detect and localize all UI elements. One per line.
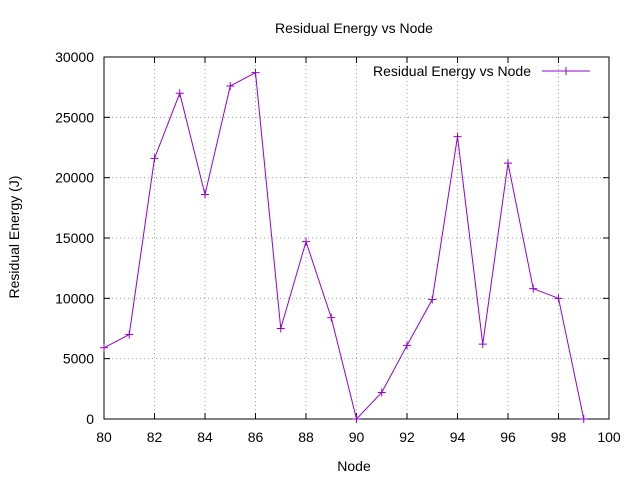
data-point-marker bbox=[554, 294, 563, 303]
data-point-marker bbox=[428, 295, 437, 304]
data-point-marker bbox=[377, 388, 386, 397]
data-point-marker bbox=[403, 341, 411, 350]
data-point-marker bbox=[352, 415, 361, 423]
data-point-marker bbox=[150, 154, 159, 163]
data-point-marker bbox=[478, 340, 487, 349]
axis-ticks: 80 82 84 86 88 90 92 94 96 98 100 0 5000 10000 15000 20… bbox=[55, 49, 621, 445]
y-tick-label: 20000 bbox=[55, 170, 94, 186]
x-tick-label: 84 bbox=[197, 429, 213, 445]
data-point-marker bbox=[201, 190, 209, 199]
y-tick-label: 25000 bbox=[55, 109, 94, 125]
chart-title: Residual Energy vs Node bbox=[275, 20, 433, 36]
x-tick-label: 92 bbox=[399, 429, 415, 445]
data-point-marker bbox=[175, 89, 184, 98]
x-tick-label: 90 bbox=[349, 429, 365, 445]
legend-marker-sample bbox=[562, 67, 570, 75]
data-point-marker bbox=[453, 132, 462, 141]
x-tick-label: 86 bbox=[248, 429, 264, 445]
data-point-marker bbox=[251, 68, 260, 77]
x-tick-label: 98 bbox=[551, 429, 567, 445]
data-point-marker bbox=[276, 324, 285, 333]
x-tick-label: 82 bbox=[147, 429, 163, 445]
x-tick-label: 96 bbox=[500, 429, 516, 445]
y-tick-label: 15000 bbox=[55, 230, 94, 246]
y-axis-title: Residual Energy (J) bbox=[6, 176, 22, 299]
legend-label: Residual Energy vs Node bbox=[373, 63, 531, 79]
data-point-marker bbox=[529, 284, 538, 293]
x-tick-label: 100 bbox=[597, 429, 621, 445]
legend: Residual Energy vs Node bbox=[373, 63, 590, 79]
series-layer bbox=[100, 68, 588, 423]
data-point-marker bbox=[579, 415, 588, 423]
data-point-marker bbox=[125, 330, 134, 339]
series-line bbox=[103, 71, 585, 421]
data-point-marker bbox=[302, 237, 310, 246]
grid-lines bbox=[104, 57, 609, 419]
y-tick-label: 5000 bbox=[63, 351, 94, 367]
y-tick-label: 30000 bbox=[55, 49, 94, 65]
y-tick-label: 0 bbox=[86, 411, 94, 427]
data-point-marker bbox=[504, 159, 512, 168]
data-point-marker bbox=[327, 313, 336, 322]
y-tick-label: 10000 bbox=[55, 290, 94, 306]
x-axis-title: Node bbox=[337, 458, 371, 474]
data-point-marker bbox=[226, 81, 235, 90]
data-point-marker bbox=[100, 343, 108, 352]
x-tick-label: 94 bbox=[450, 429, 466, 445]
x-tick-label: 80 bbox=[96, 429, 112, 445]
x-tick-label: 88 bbox=[298, 429, 314, 445]
